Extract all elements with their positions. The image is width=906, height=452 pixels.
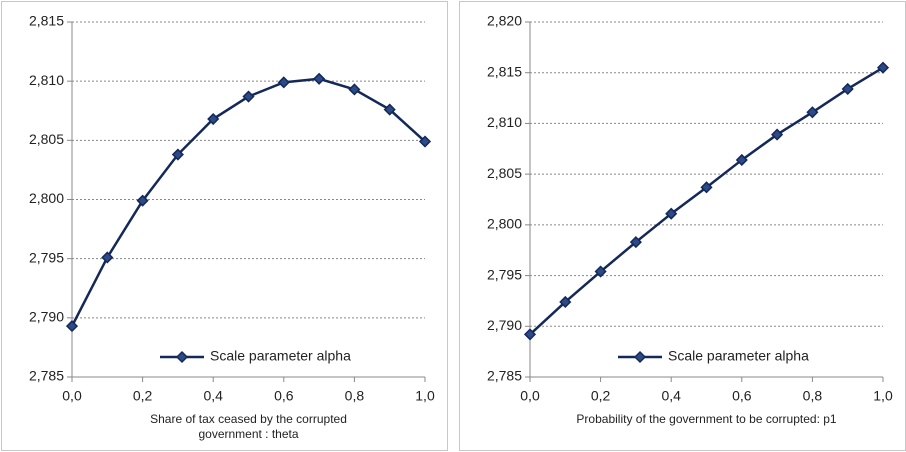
- panel-border: [459, 1, 906, 451]
- x-axis-label-box: Probability of the government to be corr…: [576, 412, 837, 426]
- data-point: [313, 72, 326, 85]
- x-tick-label: 0,0: [520, 388, 540, 404]
- data-point: [383, 103, 396, 116]
- data-point: [101, 251, 114, 264]
- x-tick-label: 0,6: [732, 388, 752, 404]
- x-tick-label: 1,0: [415, 388, 435, 404]
- data-point: [418, 135, 432, 148]
- y-tick-label: 2,795: [487, 266, 522, 282]
- y-tick-label: 2,815: [29, 13, 64, 29]
- chart-panel: 2,785 2,790 2,795 2,800 2,805 2,810 2,815 0,0 0,…: [1, 1, 448, 451]
- y-tick-label: 2,805: [29, 131, 64, 147]
- y-tick-label: 2,810: [29, 72, 64, 88]
- data-point: [806, 106, 819, 119]
- x-tick-label: 0,4: [661, 388, 681, 404]
- x-tick-label: 1,0: [873, 388, 893, 404]
- legend-marker: [633, 350, 647, 364]
- x-tick-label: 0,0: [62, 388, 82, 404]
- data-point: [65, 320, 79, 333]
- data-point: [629, 236, 642, 249]
- panel-border: [1, 1, 448, 451]
- y-tick-label: 2,810: [487, 114, 522, 130]
- data-point: [523, 328, 537, 341]
- data-point: [348, 83, 361, 96]
- data-point: [735, 153, 748, 167]
- data-point: [277, 76, 290, 89]
- y-tick-label: 2,790: [487, 317, 522, 333]
- x-tick-label: 0,2: [133, 388, 153, 404]
- y-tick-label: 2,785: [29, 368, 64, 384]
- x-axis-label-box: Share of tax ceased by the corrupted gov…: [150, 412, 347, 441]
- x-tick-label: 0,8: [345, 388, 365, 404]
- data-point: [171, 148, 184, 161]
- data-point: [771, 128, 784, 141]
- y-tick-label: 2,820: [487, 13, 522, 29]
- y-tick-label: 2,790: [29, 309, 64, 325]
- y-tick-label: 2,785: [487, 368, 522, 384]
- data-point: [876, 61, 890, 74]
- data-point: [841, 82, 854, 96]
- data-point: [559, 295, 572, 309]
- legend-label: Scale parameter alpha: [210, 348, 351, 364]
- y-tick-label: 2,805: [487, 165, 522, 181]
- x-axis-label: Share of tax ceased by the corrupted gov…: [150, 412, 347, 441]
- x-tick-label: 0,8: [803, 388, 823, 404]
- y-tick-label: 2,815: [487, 63, 522, 79]
- y-tick-label: 2,795: [29, 249, 64, 265]
- data-point: [207, 112, 220, 126]
- legend-marker: [175, 350, 189, 364]
- data-point: [665, 207, 678, 220]
- x-tick-label: 0,4: [203, 388, 223, 404]
- chart-panel: 2,785 2,790 2,795 2,800 2,805 2,810 2,815 2,820…: [459, 1, 906, 451]
- data-point: [242, 90, 255, 103]
- data-point: [594, 265, 607, 278]
- x-axis-label: Probability of the government to be corr…: [576, 412, 837, 426]
- data-point: [136, 194, 149, 207]
- y-tick-label: 2,800: [29, 190, 64, 206]
- y-tick-label: 2,800: [487, 216, 522, 232]
- x-tick-label: 0,2: [591, 388, 611, 404]
- x-tick-label: 0,6: [274, 388, 294, 404]
- legend-label: Scale parameter alpha: [668, 348, 809, 364]
- data-point: [700, 181, 713, 194]
